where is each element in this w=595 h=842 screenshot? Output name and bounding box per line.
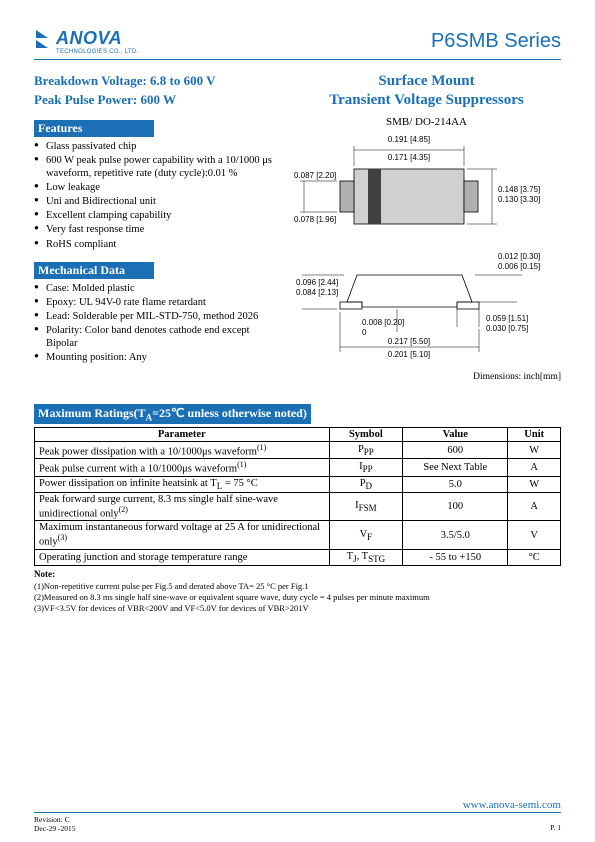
package-side-drawing: 0.012 [0.30] 0.006 [0.15] 0.096 [2.44] 0…	[292, 247, 552, 367]
dim: 0.217 [5.50]	[388, 337, 430, 346]
feature-item: Glass passivated chip	[34, 140, 274, 153]
product-title: Surface Mount Transient Voltage Suppress…	[292, 72, 561, 110]
notes: Note: (1)Non-repetitive current pulse pe…	[34, 569, 561, 614]
feature-item: Uni and Bidirectional unit	[34, 195, 274, 208]
dim: 0.078 [1.96]	[294, 215, 336, 224]
product-title-line1: Surface Mount	[378, 73, 474, 89]
table-row: Power dissipation on infinite heatsink a…	[35, 476, 561, 492]
mechanical-header: Mechanical Data	[34, 262, 154, 279]
features-list: Glass passivated chip 600 W peak pulse p…	[34, 140, 274, 251]
logo-subtitle: TECHNOLOGIES CO., LTD.	[56, 49, 139, 55]
logo-brand: ANOVA	[56, 28, 139, 49]
mechanical-item: Polarity: Color band denotes cathode end…	[34, 324, 274, 350]
dim: 0.191 [4.85]	[388, 135, 430, 144]
footer-page: P. 1	[34, 823, 561, 832]
dim: 0.006 [0.15]	[498, 262, 540, 271]
dim: 0.059 [1.51]	[486, 314, 528, 323]
dim: 0.030 [0.75]	[486, 324, 528, 333]
package-top-drawing: 0.191 [4.85] 0.171 [4.35] 0.087 [2.20] 0…	[292, 134, 552, 244]
feature-item: Low leakage	[34, 181, 274, 194]
page-header: ANOVA TECHNOLOGIES CO., LTD. P6SMB Serie…	[34, 28, 561, 60]
feature-item: RoHS compliant	[34, 238, 274, 251]
dim: 0.171 [4.35]	[388, 153, 430, 162]
col-unit: Unit	[508, 427, 561, 441]
ratings-header-row: Parameter Symbol Value Unit	[35, 427, 561, 441]
feature-item: Very fast response time	[34, 223, 274, 236]
dim: 0.201 [5.10]	[388, 350, 430, 359]
features-header: Features	[34, 120, 154, 137]
note-title: Note:	[34, 569, 55, 579]
dim: 0.008 [0.20]	[362, 318, 404, 327]
series-title: P6SMB Series	[431, 30, 561, 53]
dim: 0.148 [3.75]	[498, 185, 540, 194]
dim: 0.012 [0.30]	[498, 252, 540, 261]
ratings-table: Parameter Symbol Value Unit Peak power d…	[34, 427, 561, 566]
mechanical-item: Case: Molded plastic	[34, 282, 274, 295]
mechanical-item: Epoxy: UL 94V-0 rate flame retardant	[34, 296, 274, 309]
dim: 0.130 [3.30]	[498, 195, 540, 204]
mechanical-item: Lead: Solderable per MIL-STD-750, method…	[34, 310, 274, 323]
ratings-header: Maximum Ratings(TA=25℃ unless otherwise …	[34, 404, 311, 424]
footer-url: www.anova-semi.com	[34, 799, 561, 813]
dim: 0	[362, 328, 367, 337]
table-row: Peak forward surge current, 8.3 ms singl…	[35, 492, 561, 521]
col-parameter: Parameter	[35, 427, 330, 441]
mechanical-item: Mounting position: Any	[34, 351, 274, 364]
col-symbol: Symbol	[329, 427, 403, 441]
breakdown-voltage: Breakdown Voltage: 6.8 to 600 V	[34, 72, 274, 91]
logo-icon	[34, 28, 52, 52]
dim: 0.096 [2.44]	[296, 278, 338, 287]
note-item: (2)Measured on 8.3 ms single half sine-w…	[34, 592, 430, 602]
col-value: Value	[403, 427, 508, 441]
table-row: Peak power dissipation with a 10/1000μs …	[35, 441, 561, 459]
feature-item: 600 W peak pulse power capability with a…	[34, 154, 274, 180]
table-row: Operating junction and storage temperatu…	[35, 549, 561, 565]
note-item: (1)Non-repetitive current pulse per Fig.…	[34, 581, 309, 591]
mechanical-list: Case: Molded plastic Epoxy: UL 94V-0 rat…	[34, 282, 274, 365]
page-footer: www.anova-semi.com Revision: C Dec-29 -2…	[34, 799, 561, 832]
logo: ANOVA TECHNOLOGIES CO., LTD.	[34, 28, 139, 55]
dimensions-caption: Dimensions: inch[mm]	[292, 372, 561, 382]
feature-item: Excellent clamping capability	[34, 209, 274, 222]
dim: 0.087 [2.20]	[294, 171, 336, 180]
package-name: SMB/ DO-214AA	[292, 116, 561, 128]
table-row: Peak pulse current with a 10/1000μs wave…	[35, 459, 561, 477]
note-item: (3)VF<3.5V for devices of VBR<200V and V…	[34, 603, 309, 613]
table-row: Maximum instantaneous forward voltage at…	[35, 521, 561, 550]
peak-pulse-power: Peak Pulse Power: 600 W	[34, 91, 274, 110]
dim: 0.084 [2.13]	[296, 288, 338, 297]
product-title-line2: Transient Voltage Suppressors	[329, 92, 523, 108]
